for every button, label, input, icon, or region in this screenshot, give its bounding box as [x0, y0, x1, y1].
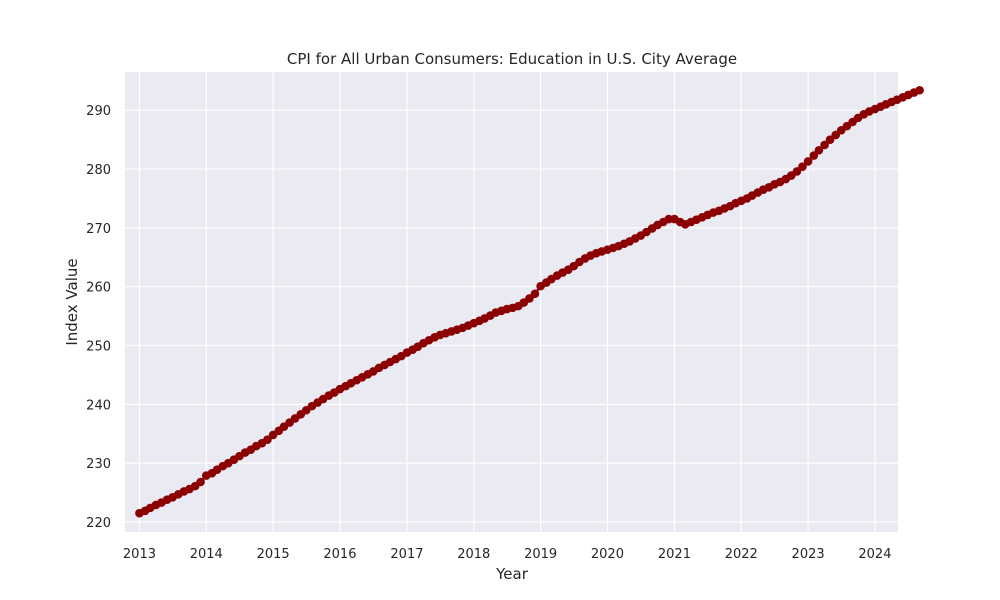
x-tick-label: 2015 — [257, 547, 290, 562]
y-tick-label: 220 — [86, 516, 111, 531]
data-point — [915, 85, 924, 95]
data-point — [196, 477, 205, 487]
grid — [125, 72, 898, 532]
y-tick-label: 280 — [86, 163, 111, 178]
x-tick-label: 2013 — [123, 547, 156, 562]
x-tick-label: 2017 — [390, 547, 423, 562]
x-tick-label: 2018 — [457, 547, 490, 562]
x-tick-label: 2021 — [658, 547, 691, 562]
x-tick-label: 2022 — [725, 547, 758, 562]
x-tick-label: 2020 — [591, 547, 624, 562]
data-point — [803, 157, 813, 166]
data-point — [263, 435, 272, 444]
y-tick-label: 290 — [86, 104, 111, 119]
tick-labels: 2013 2014 2015 2016 2017 2018 2019 2020 2021 2022… — [86, 104, 891, 562]
series-line — [135, 85, 924, 518]
chart-title: CPI for All Urban Consumers: Education i… — [287, 50, 737, 68]
x-axis-label: Year — [495, 565, 529, 583]
plot-background — [125, 72, 898, 532]
y-tick-label: 230 — [86, 457, 111, 472]
data-point — [530, 289, 540, 299]
data-point — [809, 151, 819, 160]
y-tick-label: 260 — [86, 281, 111, 296]
data-point — [825, 135, 835, 144]
x-tick-label: 2016 — [323, 547, 356, 562]
x-tick-label: 2014 — [190, 547, 223, 562]
x-tick-label: 2024 — [858, 547, 891, 562]
y-tick-label: 270 — [86, 222, 111, 237]
data-point — [798, 162, 807, 172]
x-tick-label: 2019 — [524, 547, 557, 562]
data-point — [820, 140, 829, 150]
data-point — [814, 145, 824, 155]
y-tick-label: 250 — [86, 340, 111, 355]
x-tick-label: 2023 — [792, 547, 825, 562]
y-axis-label: Index Value — [63, 258, 81, 345]
y-tick-label: 240 — [86, 398, 111, 413]
